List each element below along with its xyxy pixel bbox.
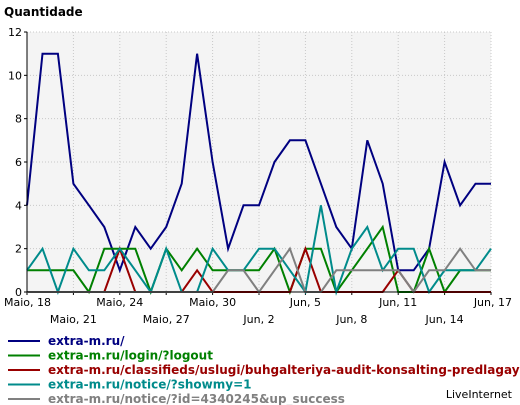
- x-tick-label: Jun, 8: [335, 313, 367, 326]
- y-tick-label: 12: [8, 26, 22, 39]
- axes: [26, 32, 491, 293]
- x-tick-label: Maio, 30: [189, 296, 236, 309]
- legend-label: extra-m.ru/notice/?id=4340245&up_success: [48, 392, 345, 405]
- legend: extra-m.ru/extra-m.ru/login/?logoutextra…: [8, 334, 520, 405]
- x-tick-label: Jun, 5: [289, 296, 321, 309]
- x-tick-label: Jun, 2: [242, 313, 274, 326]
- x-tick-label: Jun, 11: [378, 296, 417, 309]
- x-tick-label: Maio, 27: [143, 313, 190, 326]
- legend-label: extra-m.ru/notice/?showmy=1: [48, 378, 252, 392]
- y-tick-label: 2: [15, 243, 22, 256]
- y-tick-label: 4: [15, 199, 22, 212]
- y-tick-label: 10: [8, 69, 22, 82]
- footer-brand: LiveInternet: [446, 388, 513, 401]
- legend-label: extra-m.ru/login/?logout: [48, 349, 213, 363]
- y-tick-label: 8: [15, 113, 22, 126]
- y-tick-label: 6: [15, 156, 22, 169]
- legend-label: extra-m.ru/: [48, 334, 125, 348]
- y-axis-title: Quantidade: [4, 5, 83, 19]
- x-tick-label: Maio, 24: [96, 296, 143, 309]
- x-tick-label: Maio, 18: [4, 296, 51, 309]
- legend-label: extra-m.ru/classifieds/uslugi/buhgalteri…: [48, 363, 520, 377]
- y-axis-ticks: 0 2 4 6 8 10 12: [8, 26, 27, 299]
- series-line-1: [26, 52, 491, 274]
- x-tick-label: Maio, 21: [50, 313, 97, 326]
- series-line-4: [26, 205, 492, 296]
- x-tick-label: Jun, 14: [425, 313, 464, 326]
- x-tick-label: Jun, 17: [473, 296, 512, 309]
- y-tick-label: 0: [15, 286, 22, 299]
